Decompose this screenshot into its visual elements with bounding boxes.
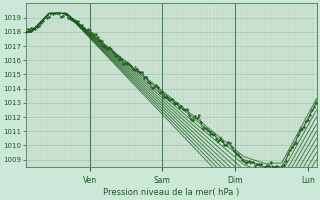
X-axis label: Pression niveau de la mer( hPa ): Pression niveau de la mer( hPa ) xyxy=(103,188,239,197)
